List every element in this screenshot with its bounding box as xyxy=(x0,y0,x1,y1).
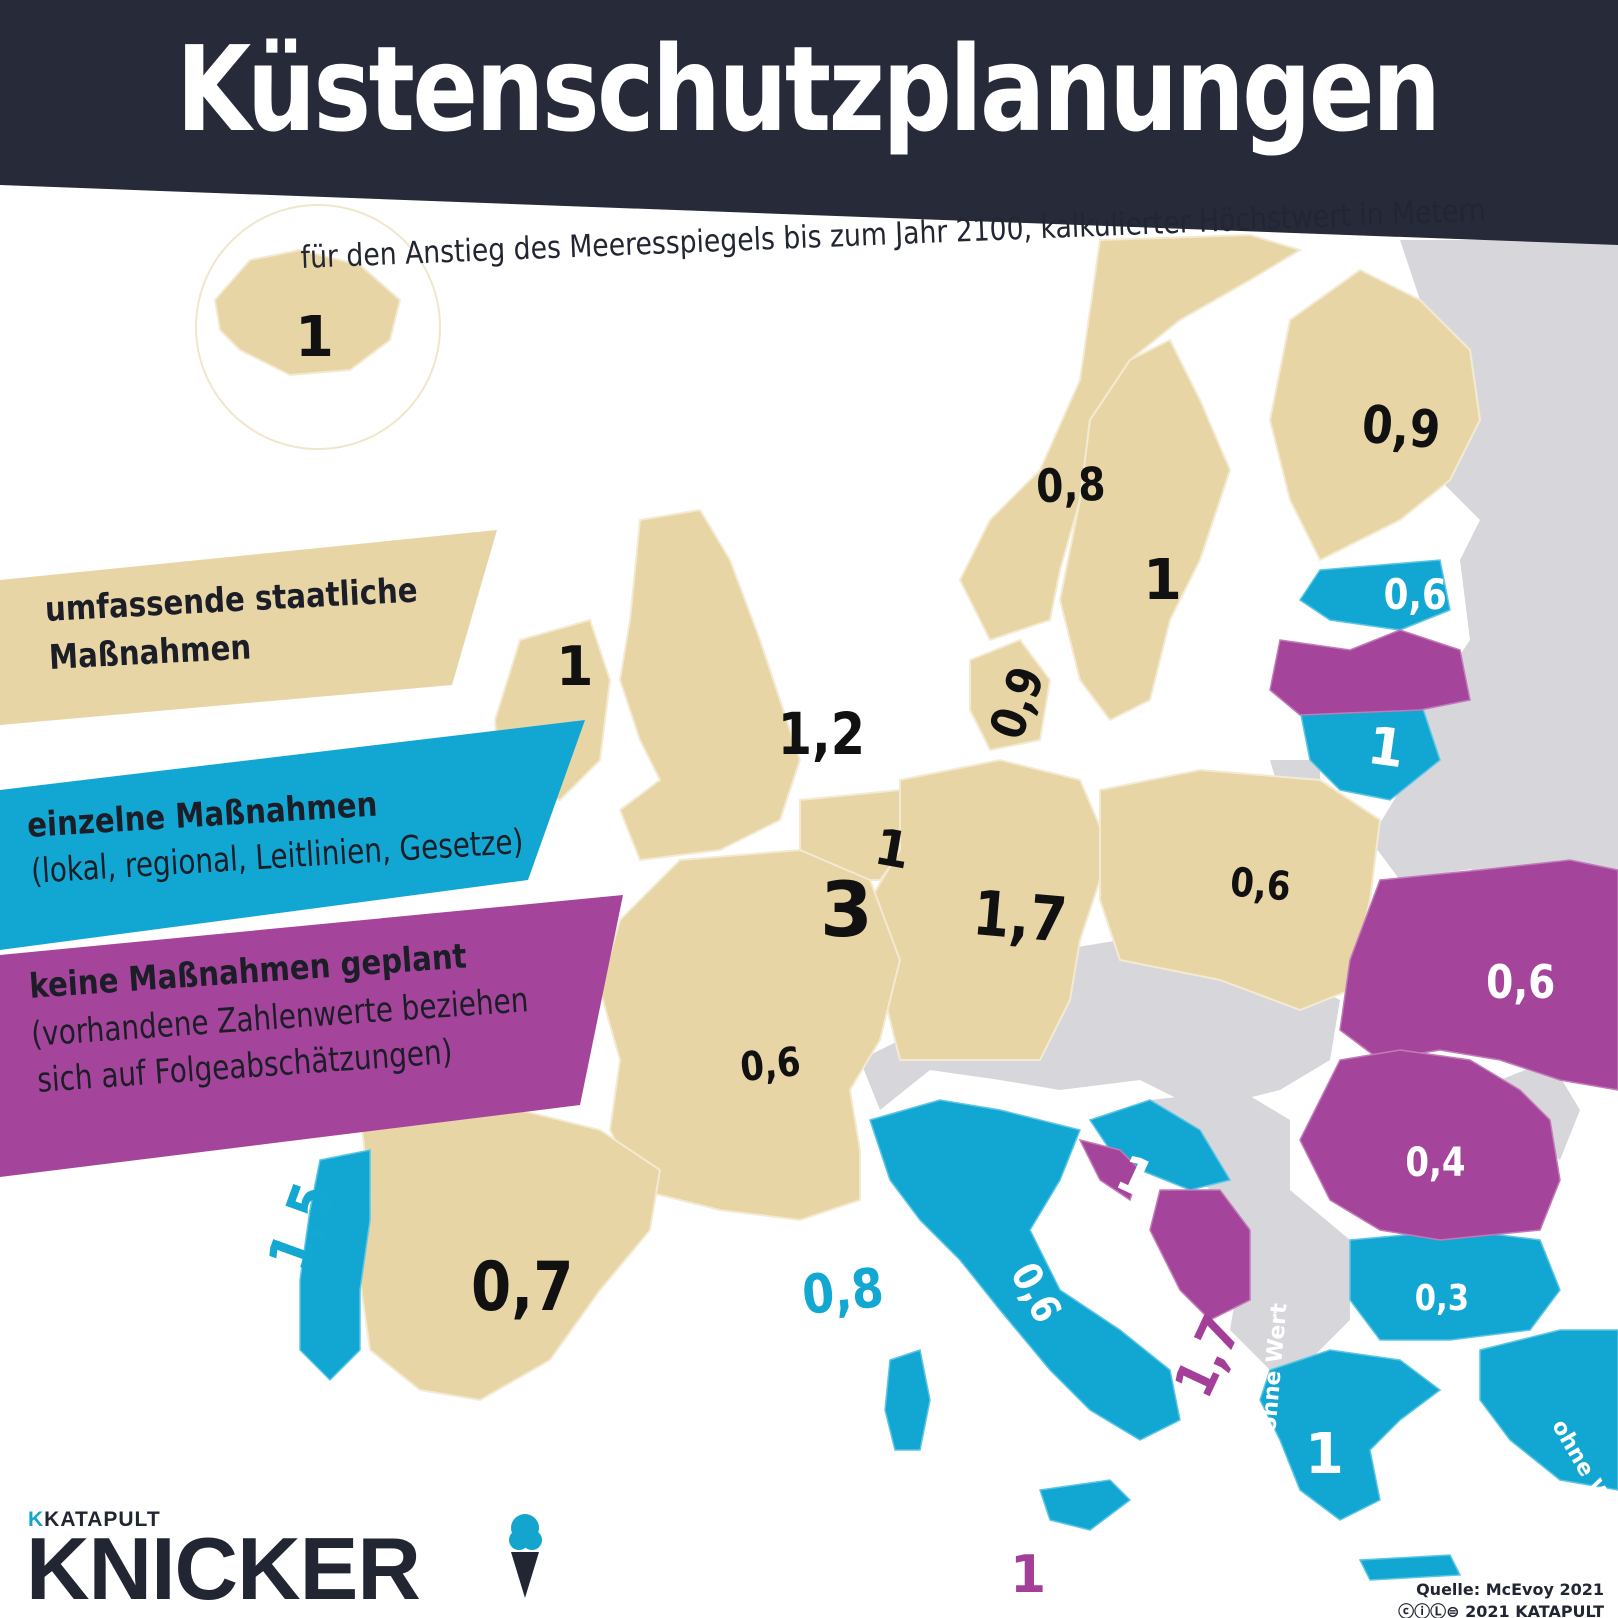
sicily-shape xyxy=(1039,1479,1132,1531)
label-malta: 1 xyxy=(1010,1545,1047,1605)
brand-k-letter: K xyxy=(28,1508,45,1531)
label-france: 0,6 xyxy=(738,1038,803,1092)
label-bulgaria: 0,3 xyxy=(1414,1278,1469,1319)
page-title: Küstenschutzplanungen xyxy=(176,20,1441,158)
title-band xyxy=(0,0,1618,245)
denmark-shape xyxy=(969,638,1052,752)
label-iceland: 1 xyxy=(295,305,334,370)
latvia-shape xyxy=(1269,629,1471,716)
bosnia-shape xyxy=(1149,1189,1251,1321)
france-shape xyxy=(598,848,902,1222)
brand-small-text: KATAPULT xyxy=(44,1508,161,1531)
iceland-shape xyxy=(213,248,402,377)
brand-katapult: KKATAPULT xyxy=(28,1508,161,1532)
individual-regions xyxy=(299,559,1618,1581)
italy-shape xyxy=(869,1099,1181,1441)
legend-none-swatch xyxy=(0,895,623,1177)
ukraine-shape xyxy=(1339,859,1618,1091)
label-estonia: 0,6 xyxy=(1383,570,1447,619)
croatia-coast-shape xyxy=(1078,1138,1141,1202)
label-spain: 0,7 xyxy=(471,1248,574,1327)
turkey-shape xyxy=(1479,1329,1618,1491)
label-sweden: 1 xyxy=(1143,548,1182,613)
sweden-shape xyxy=(1058,338,1232,722)
label-monaco: 0,8 xyxy=(799,1255,887,1328)
label-germany: 1,7 xyxy=(970,876,1070,957)
copyright-note: ⓒⓘⓁ⊜ 2021 KATAPULT xyxy=(1398,1598,1604,1618)
sardinia-shape xyxy=(884,1349,931,1451)
label-belgium: 3 xyxy=(820,865,873,954)
norway-shape xyxy=(958,233,1303,642)
label-greece: 1 xyxy=(1305,1422,1344,1487)
label-ukraine: 0,6 xyxy=(1486,955,1556,1009)
brand-knicker: KNICKER xyxy=(26,1519,421,1618)
legend-comprehensive-swatch xyxy=(0,530,497,725)
uk-shape xyxy=(618,508,802,862)
label-norway: 0,8 xyxy=(1035,456,1107,514)
source-note: Quelle: McEvoy 2021 xyxy=(1416,1580,1604,1599)
legend-individual-swatch xyxy=(0,720,585,950)
cc-license-icons: ⓒⓘⓁ⊜ xyxy=(1398,1602,1466,1618)
none-regions xyxy=(1078,629,1618,1321)
iceland-inset-circle xyxy=(195,204,441,450)
comprehensive-regions xyxy=(213,233,1482,1402)
greece-shape xyxy=(1259,1349,1442,1521)
finland-shape xyxy=(1268,268,1482,562)
label-finland: 0,9 xyxy=(1359,394,1443,462)
copyright-text: 2021 KATAPULT xyxy=(1465,1602,1604,1618)
label-uk: 1,2 xyxy=(777,700,866,768)
label-ireland: 1 xyxy=(556,635,594,698)
romania-shape xyxy=(1299,1049,1561,1241)
crete-shape xyxy=(1358,1554,1462,1581)
label-poland: 0,6 xyxy=(1228,859,1293,911)
portugal-shape xyxy=(299,1149,371,1382)
ice-cream-icon xyxy=(509,1514,542,1598)
label-romania: 0,4 xyxy=(1405,1140,1466,1186)
